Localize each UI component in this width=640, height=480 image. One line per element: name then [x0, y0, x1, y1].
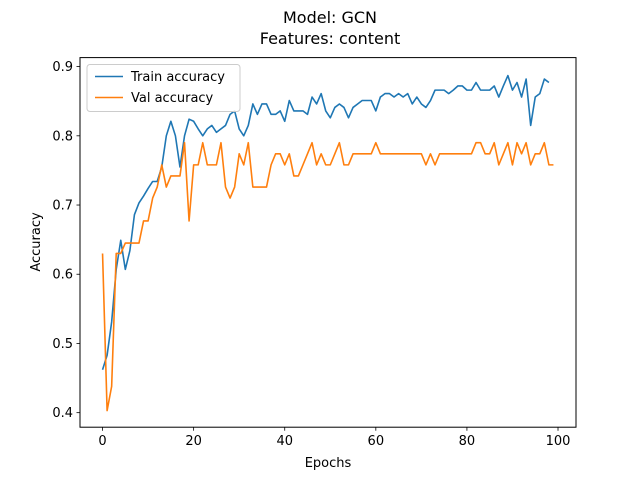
chart-title-line-1: Model: GCN — [283, 8, 377, 27]
legend-label-val: Val accuracy — [131, 91, 214, 106]
x-tick-label: 0 — [98, 434, 106, 449]
y-tick-label: 0.4 — [52, 406, 73, 421]
y-axis-label: Accuracy — [29, 212, 44, 272]
y-tick-label: 0.5 — [52, 337, 73, 352]
series-line-train-accuracy — [101, 74, 550, 370]
x-tick-label: 100 — [546, 434, 571, 449]
x-axis: 0 20 40 60 80 100 — [98, 427, 570, 449]
series-layer — [101, 74, 554, 412]
legend: Train accuracy Val accuracy — [86, 64, 241, 112]
plot-frame — [79, 57, 577, 428]
x-tick-label: 20 — [185, 434, 202, 449]
x-axis-label: Epochs — [305, 456, 352, 471]
series-line-val-accuracy — [101, 141, 554, 412]
y-tick-label: 0.7 — [52, 199, 73, 214]
x-tick-label: 60 — [368, 434, 385, 449]
x-tick-label: 80 — [459, 434, 476, 449]
x-tick-label: 40 — [276, 434, 293, 449]
y-axis: 0.4 0.5 0.6 0.7 0.8 0.9 — [52, 60, 80, 421]
chart-title-line-2: Features: content — [260, 29, 401, 48]
y-tick-label: 0.6 — [52, 268, 73, 283]
y-tick-label: 0.9 — [52, 60, 73, 75]
legend-label-train: Train accuracy — [130, 70, 225, 85]
y-tick-label: 0.8 — [52, 129, 73, 144]
legend-box — [86, 64, 241, 112]
